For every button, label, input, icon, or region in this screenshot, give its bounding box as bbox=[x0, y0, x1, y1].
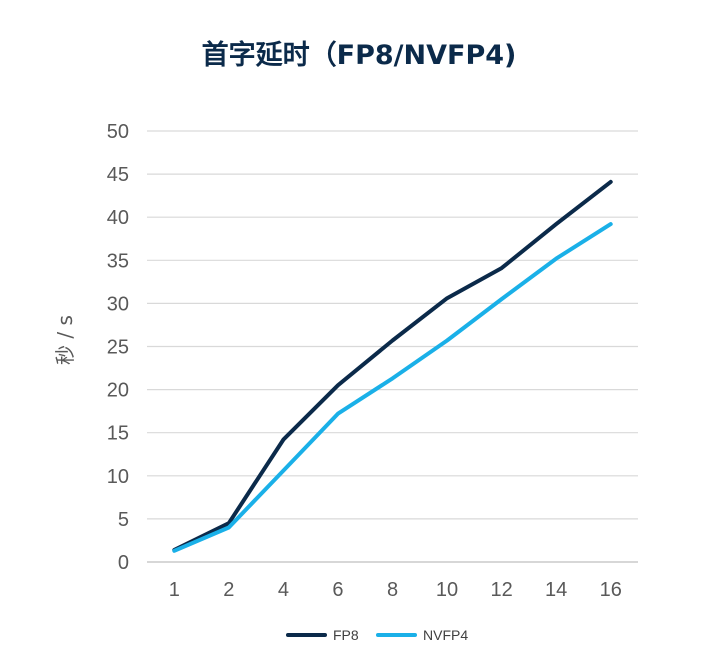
x-tick-label: 10 bbox=[436, 579, 458, 601]
x-tick-labels: 1 2 4 6 8 10 12 14 16 bbox=[169, 579, 622, 601]
y-tick-label: 45 bbox=[107, 164, 129, 186]
chart-title: 首字延时（FP8/NVFP4) bbox=[202, 39, 517, 71]
series-line-fp8 bbox=[172, 179, 613, 552]
x-tick-label: 12 bbox=[490, 579, 512, 601]
legend-label: NVFP4 bbox=[423, 627, 468, 643]
legend-item-fp8: FP8 bbox=[286, 627, 359, 643]
x-tick-label: 16 bbox=[600, 579, 622, 601]
y-tick-label: 50 bbox=[107, 121, 129, 143]
x-tick-label: 8 bbox=[387, 579, 398, 601]
series-line-nvfp4 bbox=[172, 222, 613, 553]
y-tick-label: 15 bbox=[107, 423, 129, 445]
legend: FP8 NVFP4 bbox=[286, 627, 468, 643]
x-tick-label: 2 bbox=[223, 579, 234, 601]
legend-label: FP8 bbox=[333, 627, 359, 643]
x-tick-label: 1 bbox=[169, 579, 180, 601]
x-tick-label: 4 bbox=[278, 579, 289, 601]
x-tick-label: 14 bbox=[545, 579, 567, 601]
x-tick-label: 6 bbox=[332, 579, 343, 601]
y-tick-label: 0 bbox=[118, 552, 129, 574]
y-tick-labels: 0 5 10 15 20 25 30 35 40 45 50 bbox=[107, 121, 129, 574]
y-tick-label: 10 bbox=[107, 466, 129, 488]
legend-item-nvfp4: NVFP4 bbox=[376, 627, 468, 643]
y-tick-label: 20 bbox=[107, 380, 129, 402]
y-tick-label: 40 bbox=[107, 207, 129, 229]
series-lines bbox=[172, 179, 613, 553]
y-axis-label: 秒 / s bbox=[53, 315, 77, 365]
y-tick-label: 30 bbox=[107, 293, 129, 315]
gridlines bbox=[147, 130, 638, 563]
y-tick-label: 35 bbox=[107, 250, 129, 272]
y-tick-label: 5 bbox=[118, 509, 129, 531]
y-tick-label: 25 bbox=[107, 337, 129, 359]
